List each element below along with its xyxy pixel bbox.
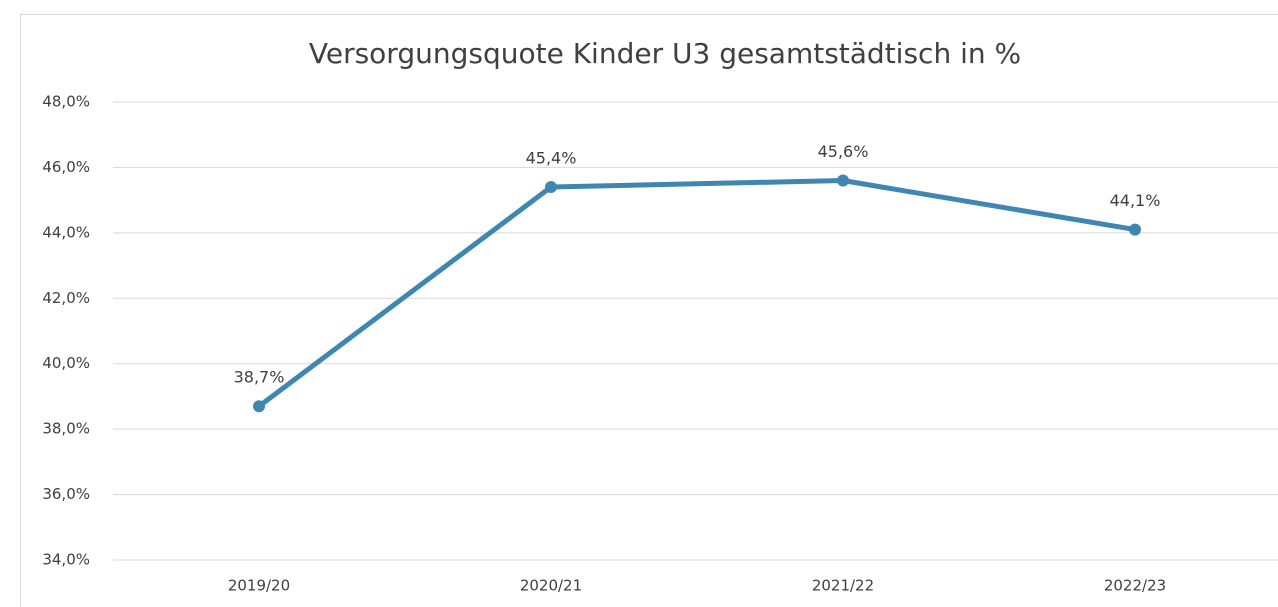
chart-title: Versorgungsquote Kinder U3 gesamtstädtis…: [309, 37, 1021, 70]
y-tick-label: 34,0%: [42, 551, 90, 569]
y-tick-label: 36,0%: [42, 485, 90, 503]
point: [837, 174, 849, 187]
data-label: 38,7%: [234, 368, 285, 387]
chart-frame: [20, 14, 1278, 607]
y-tick-label: 48,0%: [42, 93, 90, 111]
x-tick-label: 2021/22: [812, 577, 874, 595]
y-tick-label: 44,0%: [42, 223, 90, 241]
point: [545, 181, 557, 194]
y-tick-label: 40,0%: [42, 354, 90, 372]
x-tick-label: 2020/21: [520, 577, 582, 595]
data-label: 45,6%: [818, 142, 869, 161]
y-tick-label: 46,0%: [42, 158, 90, 176]
point: [253, 400, 265, 413]
data-label: 45,4%: [526, 149, 577, 168]
y-tick-label: 42,0%: [42, 289, 90, 307]
x-tick-label: 2019/20: [228, 577, 290, 595]
line: [256, 178, 1138, 409]
data-label: 44,1%: [1110, 191, 1161, 210]
point: [1129, 223, 1141, 236]
x-tick-label: 2022/23: [1104, 577, 1166, 595]
y-tick-label: 38,0%: [42, 420, 90, 438]
